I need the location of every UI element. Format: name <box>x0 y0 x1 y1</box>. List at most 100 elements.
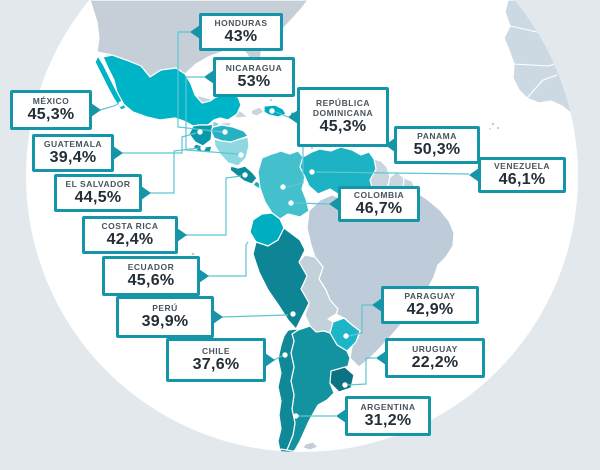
country-name: GUATEMALA <box>43 139 103 149</box>
country-value: 42,9% <box>406 301 454 319</box>
anchor-dot-ecuador <box>248 238 254 244</box>
leader-line-uruguay <box>347 357 376 386</box>
country-peru <box>252 227 310 330</box>
leader-line-venezuela <box>315 171 470 175</box>
country-label-honduras: HONDURAS 43% <box>190 13 283 51</box>
label-pointer-chile <box>265 353 275 367</box>
label-pointer-honduras <box>190 25 200 39</box>
anchor-dot-venezuela <box>309 169 315 175</box>
country-name: ARGENTINA <box>360 402 416 412</box>
country-name: MÉXICO <box>32 96 70 106</box>
country-value: 39,4% <box>49 149 97 167</box>
country-value: 46,1% <box>498 171 546 189</box>
anchor-dot-paraguay <box>343 333 349 339</box>
anchor-dot-honduras <box>222 129 228 135</box>
country-falklands <box>302 441 319 451</box>
islands-galapagos <box>191 252 195 256</box>
anchor-dot-guatemala <box>197 129 203 135</box>
label-pointer-panama <box>385 138 395 152</box>
label-pointer-costarica <box>177 228 187 242</box>
country-value: 39,9% <box>141 313 189 331</box>
leader-line-elsalvador <box>150 147 200 194</box>
anchor-dot-nicaragua <box>238 152 244 158</box>
label-pointer-elsalvador <box>141 186 151 200</box>
country-name: CHILE <box>202 346 230 356</box>
country-uruguay <box>329 366 355 393</box>
country-baja-california <box>94 55 127 111</box>
leader-line-repdom <box>275 111 289 118</box>
label-pointer-repdom <box>288 110 298 124</box>
country-label-panama: PANAMA 50,3% <box>385 126 480 164</box>
leader-line-colombia <box>294 202 330 205</box>
anchor-dot-costarica <box>242 172 248 178</box>
anchor-dot-panama <box>280 184 286 190</box>
label-pointer-uruguay <box>376 351 386 365</box>
country-value: 37,6% <box>192 356 240 374</box>
country-value: 50,3% <box>413 141 461 159</box>
anchor-dot-elsalvador <box>200 145 206 151</box>
country-haiti <box>250 106 265 117</box>
label-pointer-guatemala <box>113 146 123 160</box>
country-label-colombia: COLOMBIA 46,7% <box>329 186 420 222</box>
country-mexico <box>102 54 242 127</box>
country-name: URUGUAY <box>412 344 458 354</box>
islands-bahamas <box>269 98 273 102</box>
country-name: ECUADOR <box>127 262 175 272</box>
anchor-dot-repdom <box>269 108 275 114</box>
label-pointer-colombia <box>329 197 339 211</box>
country-name: PERÚ <box>152 303 178 313</box>
label-pointer-peru <box>213 310 223 324</box>
country-name: COSTA RICA <box>101 221 159 231</box>
label-pointer-ecuador <box>199 269 209 283</box>
country-chile <box>277 328 299 452</box>
country-label-paraguay: PARAGUAY 42,9% <box>372 286 479 324</box>
country-label-peru: PERÚ 39,9% <box>116 296 223 338</box>
country-label-chile: CHILE 37,6% <box>166 338 275 382</box>
anchor-dot-chile <box>282 352 288 358</box>
leader-line-paraguay <box>348 304 372 337</box>
country-value: 22,2% <box>411 354 459 372</box>
anchor-dot-peru <box>290 311 296 317</box>
label-pointer-mexico <box>91 103 101 117</box>
country-label-costarica: COSTA RICA 42,4% <box>82 216 187 254</box>
islands-lesser-antilles <box>310 146 314 150</box>
country-label-nicaragua: NICARAGUA 53% <box>204 57 295 97</box>
country-name: PANAMA <box>417 131 457 141</box>
country-name: VENEZUELA <box>494 161 550 171</box>
africa-border-line <box>526 74 558 99</box>
country-value: 45,6% <box>127 272 175 290</box>
islands-cape-verde <box>489 128 491 130</box>
country-label-ecuador: ECUADOR 45,6% <box>102 256 209 296</box>
leader-line-nicaragua <box>185 76 239 155</box>
country-value: 43% <box>224 28 258 46</box>
leader-line-costarica <box>186 175 242 236</box>
label-pointer-venezuela <box>469 168 479 182</box>
country-label-guatemala: GUATEMALA 39,4% <box>32 134 123 172</box>
islands-cape-verde <box>496 126 500 130</box>
leader-line-ecuador <box>208 241 249 277</box>
country-tierra-del-fuego <box>278 448 301 452</box>
anchor-dot-uruguay <box>342 382 348 388</box>
country-value: 45,3% <box>319 118 367 136</box>
country-label-argentina: ARGENTINA 31,2% <box>336 396 431 436</box>
leader-line-peru <box>221 314 289 318</box>
anchor-dot-mexico <box>118 101 124 107</box>
country-name: REPÚBLICA DOMINICANA <box>312 97 374 119</box>
islands-cape-verde <box>491 122 495 126</box>
country-value: 31,2% <box>364 412 412 430</box>
country-name: HONDURAS <box>214 18 268 28</box>
country-name: PARAGUAY <box>404 291 456 301</box>
leader-line-guatemala <box>122 132 197 154</box>
label-pointer-nicaragua <box>204 70 214 84</box>
country-label-elsalvador: EL SALVADOR 44,5% <box>54 174 151 212</box>
country-value: 53% <box>237 73 271 91</box>
leader-line-chile <box>273 355 283 361</box>
africa-border-line <box>538 102 547 147</box>
label-pointer-argentina <box>336 409 346 423</box>
anchor-dot-argentina <box>293 413 299 419</box>
label-pointer-paraguay <box>372 298 382 312</box>
country-south-georgia <box>382 445 396 452</box>
country-value: 44,5% <box>74 189 122 207</box>
country-value: 45,3% <box>27 106 75 124</box>
